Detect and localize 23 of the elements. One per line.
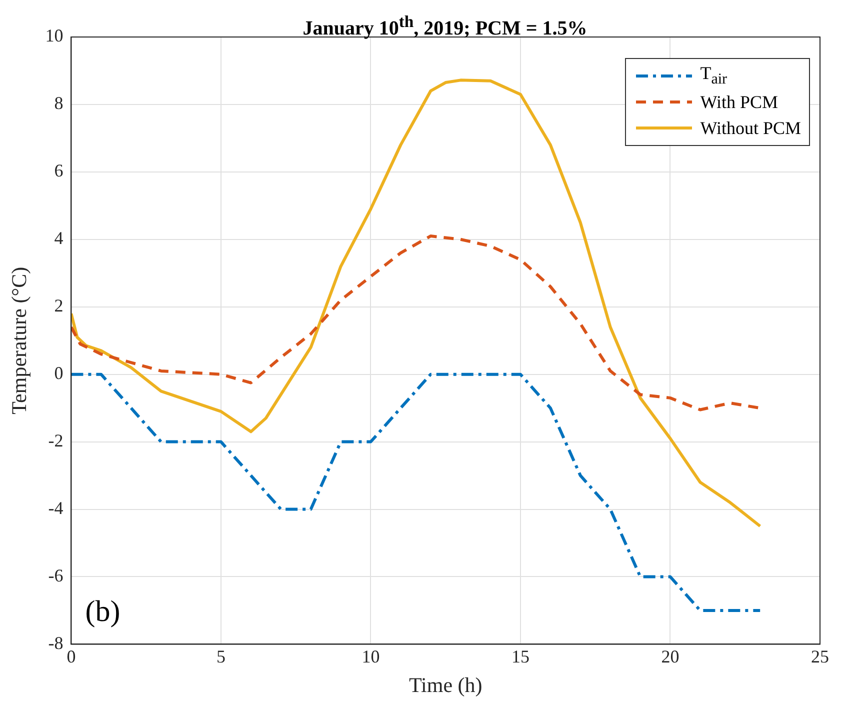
- y-tick-label: 4: [54, 228, 64, 248]
- y-axis-title: Temperature (°C): [7, 266, 32, 414]
- y-tick-label: 10: [45, 26, 64, 46]
- y-tick-label: -8: [48, 632, 64, 653]
- x-tick-label: 0: [66, 646, 76, 667]
- y-tick-label: 0: [54, 363, 64, 384]
- y-tick-label: 6: [54, 160, 64, 181]
- legend-label: With PCM: [700, 92, 778, 112]
- x-tick-label: 20: [661, 646, 680, 667]
- y-tick-label: 8: [54, 93, 64, 114]
- chart-title: January 10$^{th}$, 2019; PCM = 1.5%: [302, 12, 588, 41]
- legend-label: Without PCM: [700, 118, 801, 138]
- x-tick-label: 15: [511, 646, 530, 667]
- x-tick-label: 10: [362, 646, 380, 667]
- y-tick-label: -6: [48, 565, 64, 586]
- y-tick-label: -2: [48, 430, 64, 451]
- y-tick-label: 2: [54, 296, 64, 316]
- annotation: (b): [85, 595, 120, 628]
- legend-label: T$_{air}$: [700, 63, 728, 89]
- y-tick-label: -4: [48, 498, 64, 518]
- x-tick-label: 25: [811, 646, 829, 667]
- x-axis-title: Time (h): [408, 672, 482, 697]
- x-tick-label: 5: [216, 646, 226, 667]
